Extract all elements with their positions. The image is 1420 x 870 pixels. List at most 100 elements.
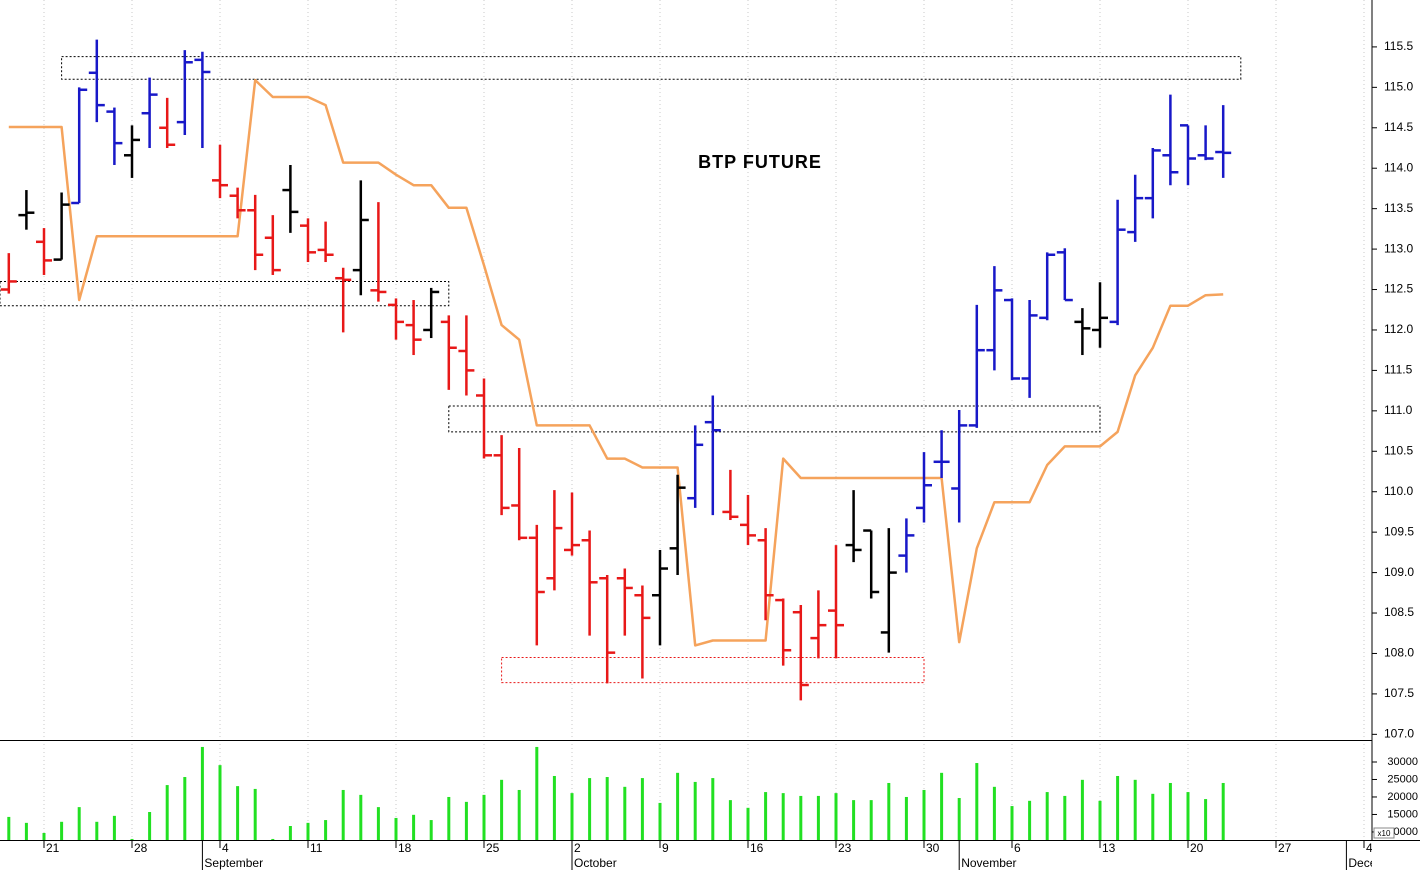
x-tick-label: 4	[1366, 841, 1373, 855]
volume-bar	[517, 789, 521, 840]
chart-title: BTP FUTURE	[698, 152, 822, 172]
volume-bar	[394, 817, 398, 840]
y-tick-label: 113.0	[1384, 241, 1413, 255]
volume-bar	[130, 838, 134, 840]
volume-bar	[253, 788, 257, 840]
y-tick-label: 114.0	[1384, 160, 1413, 174]
y-tick-label: 109.5	[1384, 524, 1414, 538]
volume-bar	[693, 781, 697, 840]
y-tick-label: 115.5	[1384, 39, 1413, 53]
month-label: November	[961, 856, 1016, 870]
zone	[501, 657, 925, 684]
volume-bar	[570, 793, 574, 840]
volume-bar	[412, 814, 416, 840]
y-tick-label: 115.0	[1384, 80, 1413, 94]
y-tick-label: 111.5	[1384, 363, 1413, 377]
volume-bar	[781, 793, 785, 840]
volume-bar	[1028, 800, 1032, 840]
volume-bar	[429, 820, 433, 840]
y-tick-label: 111.0	[1384, 403, 1413, 417]
volume-tick-label: 30000	[1387, 756, 1418, 768]
volume-bar	[728, 800, 732, 840]
volume-bar	[834, 793, 838, 840]
x-tick-label: 28	[134, 841, 148, 855]
y-tick-label: 114.5	[1384, 120, 1413, 134]
zone	[61, 56, 1242, 80]
volume-bar	[288, 826, 292, 840]
volume-bar	[376, 807, 380, 840]
unit-box	[1373, 827, 1395, 839]
month-label: September	[204, 856, 263, 870]
x-tick-label: 20	[1190, 841, 1204, 855]
volume-bar	[200, 746, 204, 840]
volume-bar	[623, 786, 627, 840]
volume-bar	[1221, 782, 1225, 840]
volume-unit: x10	[1378, 829, 1391, 838]
month-label: December	[1348, 856, 1403, 870]
volume-bar	[165, 785, 169, 840]
volume-bar	[112, 815, 116, 840]
volume-bar	[640, 778, 644, 840]
volume-bar	[904, 796, 908, 840]
volume-bar	[77, 807, 81, 840]
volume-bar	[711, 778, 715, 840]
volume-bar	[816, 795, 820, 840]
volume-tick-label: 15000	[1387, 808, 1418, 820]
volume-bar	[658, 802, 662, 840]
volume-tick-label: 25000	[1387, 773, 1418, 785]
volume-bar	[324, 820, 328, 840]
volume-bar	[764, 792, 768, 840]
y-tick-label: 112.0	[1384, 322, 1413, 336]
x-tick-label: 11	[310, 841, 323, 855]
volume-bar	[1010, 806, 1014, 840]
y-tick-label: 107.0	[1384, 727, 1414, 741]
volume-bar	[1186, 792, 1190, 840]
volume-bar	[992, 786, 996, 840]
volume-bar	[887, 782, 891, 840]
x-tick-label: 30	[926, 841, 940, 855]
volume-bar	[605, 777, 609, 840]
volume-bar	[42, 833, 46, 840]
x-tick-label: 13	[1102, 841, 1116, 855]
volume-bar	[183, 777, 187, 840]
y-tick-label: 109.0	[1384, 565, 1414, 579]
volume-bar	[24, 822, 28, 840]
x-tick-label: 9	[662, 841, 669, 855]
volume-bar	[869, 800, 873, 840]
y-tick-label: 112.5	[1384, 282, 1413, 296]
y-tick-label: 108.0	[1384, 646, 1414, 660]
x-tick-label: 16	[750, 841, 764, 855]
volume-bar	[95, 821, 99, 840]
zone	[448, 405, 1101, 433]
volume-bar	[1045, 792, 1049, 840]
volume-bar	[746, 807, 750, 840]
volume-bar	[1098, 800, 1102, 840]
volume-bar	[7, 816, 11, 840]
volume-bar	[535, 746, 539, 840]
volume-bar	[1116, 775, 1120, 840]
volume-bar	[236, 786, 240, 840]
volume-bar	[148, 812, 152, 840]
volume-bar	[464, 801, 468, 840]
volume-bar	[1168, 782, 1172, 840]
y-tick-label: 110.5	[1384, 443, 1413, 457]
volume-bar	[1151, 793, 1155, 840]
volume-bar	[218, 765, 222, 840]
zone	[0, 280, 450, 307]
x-tick-label: 18	[398, 841, 412, 855]
x-tick-label: 25	[486, 841, 500, 855]
volume-bar	[1204, 799, 1208, 840]
volume-bar	[447, 796, 451, 840]
volume-tick-label: 20000	[1387, 791, 1418, 803]
x-tick-label: 23	[838, 841, 852, 855]
volume-tick-label: 10000	[1387, 826, 1418, 838]
volume-bar	[271, 838, 275, 840]
volume-bar	[799, 795, 803, 840]
y-tick-label: 107.5	[1384, 686, 1414, 700]
x-tick-label: 6	[1014, 841, 1021, 855]
volume-bar	[359, 794, 363, 840]
volume-bar	[1063, 795, 1067, 840]
x-tick-label: 2	[574, 841, 581, 855]
